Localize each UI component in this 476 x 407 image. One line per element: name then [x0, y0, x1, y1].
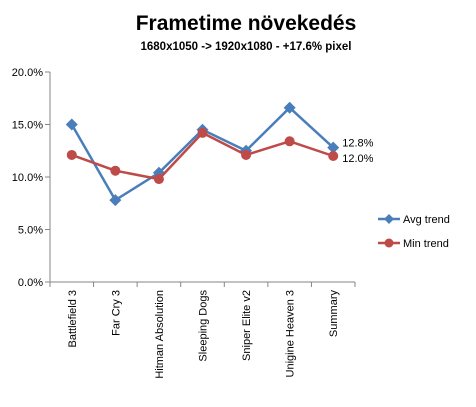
- category-label: Far Cry 3: [110, 290, 122, 336]
- y-tick-label: 20.0%: [12, 67, 43, 79]
- series-layer: 12.8% 12.0%: [65, 101, 374, 207]
- chart-subtitle: 1680x1050 -> 1920x1080 - +17.6% pixel: [140, 41, 351, 53]
- data-point: [327, 141, 340, 154]
- data-point: [66, 149, 77, 160]
- series-line: [70, 106, 335, 202]
- category-label: Summary: [328, 290, 340, 338]
- category-label: Battlefield 3: [67, 290, 79, 347]
- series-min-trend: 12.0%: [66, 127, 374, 185]
- data-point: [110, 165, 121, 176]
- legend-item: Avg trend: [378, 214, 450, 226]
- data-point: [328, 151, 339, 161]
- category-label: Hitman Absolution: [154, 290, 166, 379]
- chart-title: Frametime növekedés: [136, 12, 357, 35]
- legend-marker: [384, 238, 394, 248]
- data-point: [65, 118, 78, 131]
- category-label: Unigine Heaven 3: [285, 290, 297, 377]
- category-label: Sleeping Dogs: [198, 290, 210, 362]
- legend-item: Min trend: [378, 238, 449, 250]
- data-point: [283, 101, 296, 114]
- data-point: [284, 136, 295, 147]
- legend-label: Avg trend: [403, 214, 450, 226]
- data-label: 12.0%: [342, 153, 373, 165]
- y-tick-label: 5.0%: [18, 225, 43, 237]
- legend-label: Min trend: [403, 238, 449, 250]
- y-tick-label: 10.0%: [12, 172, 43, 184]
- category-label: Sniper Elite v2: [241, 290, 253, 361]
- legend: Avg trend Min trend: [378, 214, 450, 250]
- data-label: 12.8%: [342, 138, 373, 150]
- data-point: [109, 194, 122, 207]
- data-point: [153, 174, 164, 185]
- y-tick-label: 0.0%: [18, 277, 43, 289]
- y-tick-label: 15.0%: [12, 120, 43, 132]
- legend-marker: [384, 214, 394, 224]
- plot-area: 0.0% 5.0% 10.0% 15.0% 20.0% Battlefield 3 Far …: [12, 67, 356, 379]
- data-point: [241, 149, 252, 160]
- data-point: [197, 127, 208, 138]
